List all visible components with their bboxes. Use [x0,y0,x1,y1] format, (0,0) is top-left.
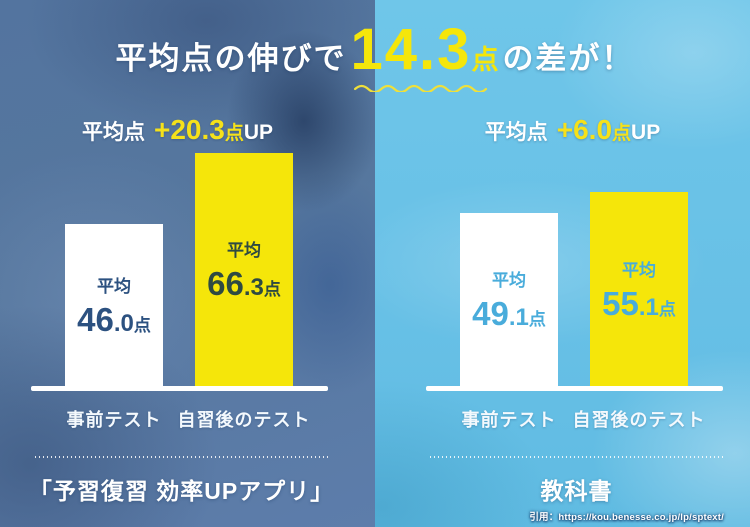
headline-difference-unit: 点 [471,45,499,75]
score-delta-unit: 点 [612,123,632,144]
score-delta-value: +6.0 [556,114,613,145]
bar-posttest: 平均 55.1点 [590,192,688,386]
headline-suffix: の差が！ [502,41,635,76]
bar-value-dec: .1 [638,293,659,321]
dotted-divider [430,456,725,458]
bar-pretest: 平均 46.0点 [65,224,163,386]
bar-value-unit: 点 [658,299,676,319]
bar-value: 66.3点 [207,265,281,303]
panel-app-header: 平均点 +20.3点UP [0,114,365,146]
source-citation: 引用：https://kou.benesse.co.jp/lp/sptext/ [529,512,724,523]
axis-label-pretest: 事前テスト [461,410,557,430]
average-score-label: 平均点 [484,121,548,144]
headline-prefix: 平均点の伸びで [115,41,347,76]
score-delta-value: +20.3 [153,114,225,145]
score-delta-up-label: UP [631,121,661,144]
axis-label-posttest: 自習後のテスト [572,410,706,430]
bar-value-int: 55 [602,284,639,322]
panel-textbook-header: 平均点 +6.0点UP [385,114,750,146]
bar-value-unit: 点 [528,310,546,329]
bar-value-unit: 点 [263,280,281,299]
bar-pretest: 平均 49.1点 [460,213,558,386]
bar-average-label: 平均 [226,241,261,260]
bar-text: 平均 46.0点 [77,272,151,339]
headline: 平均点の伸びで 14.3点 の差が！ [0,16,750,92]
score-delta-up-label: UP [243,121,274,144]
bar-posttest: 平均 66.3点 [195,153,293,386]
bar-value-int: 66 [207,265,244,302]
bar-average-label: 平均 [491,271,526,290]
panel-textbook-title: 教科書 [540,478,613,504]
dotted-divider [35,456,330,458]
bar-average-label: 平均 [96,276,131,296]
axis-baseline [31,386,328,391]
score-delta-unit: 点 [224,123,244,144]
bar-average-label: 平均 [621,260,656,280]
panel-app-content: 平均点 +20.3点UP 平均 46.0点 平均 66.3点 事前テスト 自習後の… [0,114,365,504]
axis-baseline [426,386,723,391]
panel-app: 平均点 +20.3点UP 平均 46.0点 平均 66.3点 事前テスト 自習後の… [0,114,365,504]
bar-value-dec: .3 [243,274,264,301]
axis-label-pretest: 事前テスト [66,410,162,430]
bar-text: 平均 49.1点 [472,266,546,333]
axis-label-posttest: 自習後のテスト [177,410,311,430]
bar-text: 平均 55.1点 [602,256,676,323]
bar-value: 46.0点 [77,301,151,339]
average-score-label: 平均点 [81,121,145,144]
wavy-underline-icon [353,84,487,92]
bar-value-dec: .0 [113,309,134,337]
panel-app-title: 「予習復習 効率UPアプリ」 [28,478,335,504]
bar-value-int: 46 [77,300,114,338]
headline-highlight: 14.3点 [350,16,499,92]
bar-value-dec: .1 [508,304,529,331]
bar-value-int: 49 [472,295,509,332]
bar-text: 平均 66.3点 [207,236,281,303]
headline-difference-value: 14.3 [350,17,472,82]
bar-value: 49.1点 [472,295,546,333]
left-photo-background [0,0,375,527]
bar-value-unit: 点 [133,315,151,335]
bar-value: 55.1点 [602,285,676,323]
panel-textbook-content: 平均点 +6.0点UP 平均 49.1点 平均 55.1点 事前テスト 自習後のテ… [395,0,750,527]
panel-textbook: 平均点 +6.0点UP 平均 49.1点 平均 55.1点 事前テスト 自習後のテ… [375,0,750,527]
